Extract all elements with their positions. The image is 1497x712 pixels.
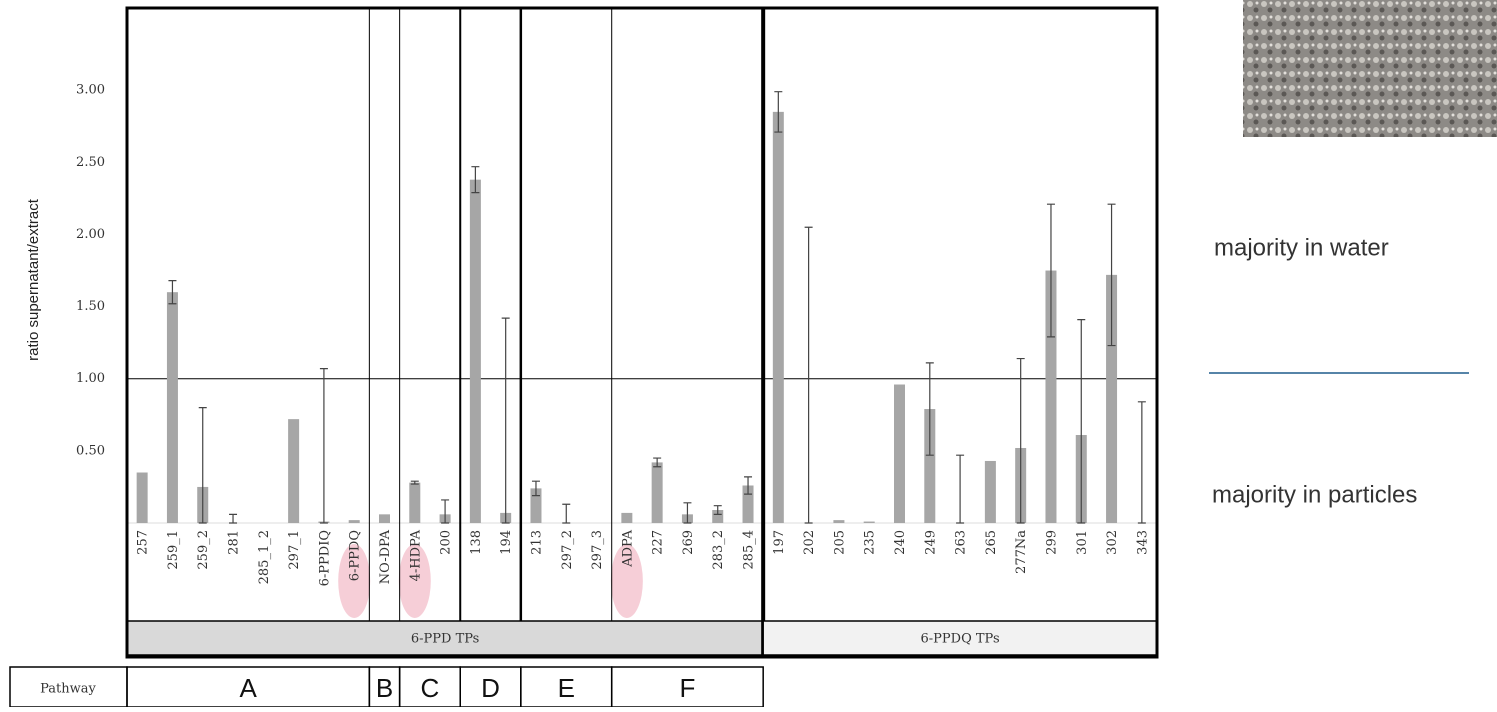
x-tick-label: 301 bbox=[1075, 530, 1090, 555]
bar bbox=[409, 483, 420, 523]
error-bar bbox=[229, 514, 237, 523]
x-tick-label: 194 bbox=[499, 530, 514, 555]
y-tick-label: 3.00 bbox=[76, 83, 105, 98]
x-tick-label: 213 bbox=[529, 530, 544, 555]
pathway-label: Pathway bbox=[40, 682, 96, 697]
x-tick-label: 297_3 bbox=[590, 530, 605, 570]
bar bbox=[349, 520, 360, 523]
pathway-name: B bbox=[376, 673, 393, 703]
x-tick-label: 285_1_2 bbox=[257, 530, 272, 584]
page: {"chart_data": {"type": "bar", "y_label"… bbox=[0, 0, 1497, 707]
photo bbox=[1243, 0, 1497, 137]
error-bar bbox=[320, 369, 328, 523]
x-tick-label: 138 bbox=[469, 530, 484, 555]
x-tick-label: 249 bbox=[923, 530, 938, 555]
pathway-name: A bbox=[240, 673, 258, 703]
x-tick-label: 200 bbox=[439, 530, 454, 555]
bar bbox=[137, 473, 148, 523]
plot-frame bbox=[127, 8, 1157, 657]
x-tick-label: 265 bbox=[984, 530, 999, 555]
x-tick-label: 259_1 bbox=[166, 530, 181, 570]
y-tick-label: 2.00 bbox=[76, 227, 105, 242]
chart: majority in water majority in particles … bbox=[0, 0, 1497, 707]
x-tick-label: 283_2 bbox=[711, 530, 726, 570]
x-tick-label: 259_2 bbox=[196, 530, 211, 570]
bar bbox=[894, 385, 905, 523]
pathway-name: D bbox=[481, 673, 500, 703]
bar bbox=[652, 462, 663, 523]
x-tick-label: 297_2 bbox=[560, 530, 575, 570]
pathway-name: F bbox=[679, 673, 695, 703]
x-tick-label: 343 bbox=[1135, 530, 1150, 555]
bar bbox=[833, 520, 844, 523]
y-axis-title: ratio supernatant/extract bbox=[25, 198, 42, 361]
bar bbox=[288, 419, 299, 523]
error-bar bbox=[805, 227, 813, 523]
x-tick-label: 6-PPDIQ bbox=[317, 530, 332, 586]
x-tick-label: 269 bbox=[681, 530, 696, 555]
x-tick-label: 6-PPDQ bbox=[348, 530, 363, 581]
x-tick-label: 277Na bbox=[1014, 530, 1029, 574]
side-lower: majority in particles bbox=[1212, 481, 1417, 508]
x-tick-label: 202 bbox=[802, 530, 817, 555]
x-tick-label: 227 bbox=[651, 530, 666, 555]
bar bbox=[470, 180, 481, 523]
x-tick-label: 281 bbox=[227, 530, 242, 555]
y-tick-label: 1.00 bbox=[76, 371, 105, 386]
error-bar bbox=[1138, 402, 1146, 523]
x-tick-label: ADPA bbox=[620, 529, 635, 567]
x-tick-label: 205 bbox=[832, 530, 847, 555]
x-tick-label: NO-DPA bbox=[378, 529, 393, 584]
error-bar bbox=[956, 455, 964, 523]
x-tick-label: 297_1 bbox=[287, 530, 302, 570]
x-tick-label: 240 bbox=[893, 530, 908, 555]
x-tick-label: 302 bbox=[1105, 530, 1120, 555]
bar bbox=[773, 112, 784, 523]
bar bbox=[864, 522, 875, 523]
side-upper: majority in water bbox=[1214, 234, 1389, 261]
y-tick-label: 0.50 bbox=[76, 443, 105, 458]
y-tick-label: 2.50 bbox=[76, 155, 105, 170]
x-tick-label: 197 bbox=[772, 530, 787, 555]
x-tick-label: 4-HDPA bbox=[408, 529, 423, 581]
x-tick-label: 235 bbox=[863, 530, 878, 555]
x-tick-label: 299 bbox=[1044, 530, 1059, 555]
x-tick-label: 263 bbox=[954, 530, 969, 555]
tp-group-label: 6-PPD TPs bbox=[411, 632, 479, 647]
pathway-name: E bbox=[558, 673, 575, 703]
bar bbox=[379, 514, 390, 523]
error-bar bbox=[502, 318, 510, 523]
x-tick-label: 257 bbox=[136, 530, 151, 555]
pathway-name: C bbox=[421, 673, 440, 703]
tp-group-label: 6-PPDQ TPs bbox=[921, 632, 1000, 647]
bar bbox=[985, 461, 996, 523]
bar bbox=[167, 292, 178, 523]
bar bbox=[621, 513, 632, 523]
x-tick-label: 285_4 bbox=[742, 530, 757, 570]
y-tick-label: 1.50 bbox=[76, 299, 105, 314]
error-bar bbox=[562, 504, 570, 523]
